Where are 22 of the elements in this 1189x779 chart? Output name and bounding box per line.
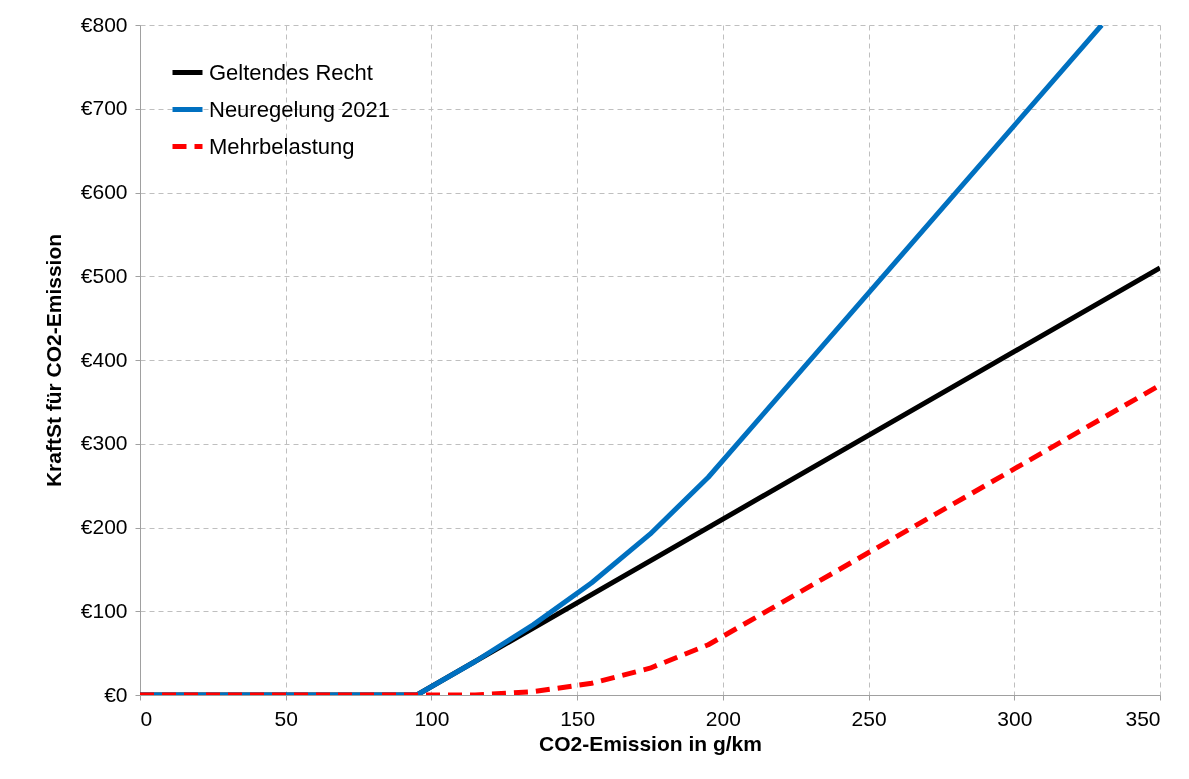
x-axis-title: CO2-Emission in g/km (539, 731, 762, 755)
y-tick-label: €600 (80, 180, 128, 203)
y-tick-label: €700 (80, 96, 128, 120)
legend-label: Neuregelung 2021 (209, 96, 391, 122)
x-tick-label: 350 (1125, 706, 1161, 730)
x-tick-label: 200 (705, 706, 741, 730)
y-tick-label: €200 (80, 515, 128, 538)
legend-label: Geltendes Recht (209, 59, 373, 85)
y-tick-label: €400 (80, 347, 128, 371)
x-tick-label: 150 (560, 706, 596, 730)
y-tick-label: €0 (104, 682, 128, 706)
y-tick-label: €100 (80, 598, 128, 622)
legend-label: Mehrbelastung (209, 133, 355, 159)
y-tick-label: €500 (80, 263, 128, 287)
x-tick-label: 250 (851, 706, 887, 730)
x-tick-label: 50 (274, 706, 298, 730)
x-tick-label: 100 (414, 706, 450, 730)
x-tick-label: 300 (997, 706, 1033, 730)
x-tick-label: 0 (140, 706, 153, 730)
y-axis-title: KraftSt für CO2-Emission (41, 233, 65, 488)
y-tick-label: €800 (80, 12, 128, 36)
y-tick-label: €300 (80, 431, 128, 455)
